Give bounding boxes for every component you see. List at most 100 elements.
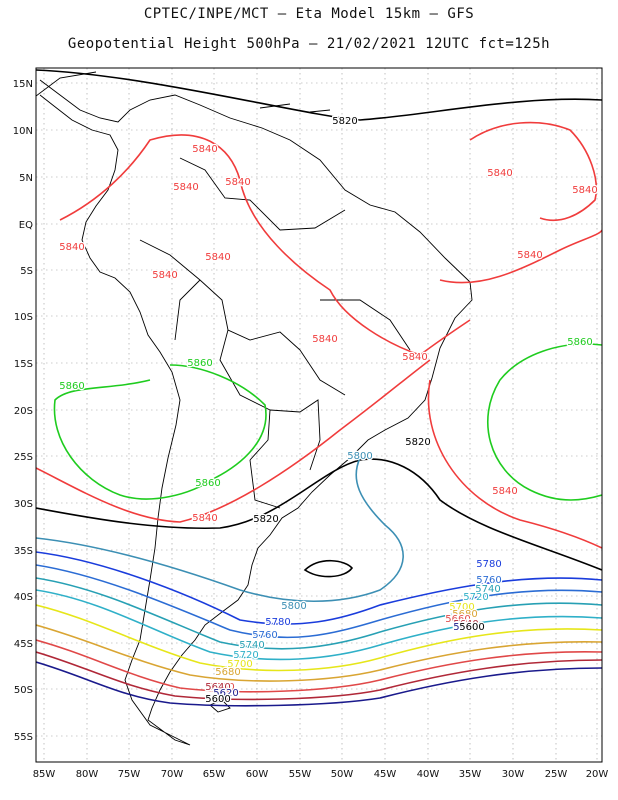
contour-label-5720: 5720 xyxy=(463,592,488,603)
contour-5840 xyxy=(36,359,431,523)
longitude-labels: 85W 80W 75W 70W 65W 60W 55W 50W 45W 40W 35W 30W 25W 2… xyxy=(33,769,609,780)
contour-label-5640: 5640 xyxy=(453,619,478,630)
contour-label-5660: 5660 xyxy=(445,614,470,625)
contour-label-5740: 5740 xyxy=(239,640,264,651)
lon-label: 45W xyxy=(374,769,397,780)
contour-5780 xyxy=(36,551,602,625)
contour-5800 xyxy=(36,457,404,602)
contour-label-5840: 5840 xyxy=(572,185,597,196)
lon-label: 20W xyxy=(586,769,609,780)
lat-label: 55S xyxy=(14,732,33,743)
contour-label-5760: 5760 xyxy=(252,630,277,641)
contour-5860 xyxy=(487,343,602,501)
lat-label: 20S xyxy=(14,406,33,417)
contour-5840 xyxy=(469,121,597,222)
contour-label-5840: 5840 xyxy=(225,177,250,188)
falkland-islands xyxy=(209,699,231,713)
contour-label-5840: 5840 xyxy=(173,182,198,193)
lon-label: 85W xyxy=(33,769,56,780)
map-title-line-1: CPTEC/INPE/MCT – Eta Model 15km – GFS xyxy=(143,6,475,22)
contour-label-5780: 5780 xyxy=(265,617,290,628)
contour-5840 xyxy=(427,379,602,549)
lat-label: 5S xyxy=(20,266,33,277)
contour-label-5840: 5840 xyxy=(487,168,512,179)
lon-label: 80W xyxy=(76,769,99,780)
map-title-line-2: Geopotential Height 500hPa – 21/02/2021 … xyxy=(67,36,551,52)
lat-label: 10N xyxy=(13,126,33,137)
contour-label-5840: 5840 xyxy=(205,252,230,263)
contour-label-5840: 5840 xyxy=(192,513,217,524)
contour-label-5600: 5600 xyxy=(205,694,230,705)
contour-label-5660: 5660 xyxy=(209,682,234,693)
lat-lon-grid xyxy=(36,68,602,762)
contour-label-5700: 5700 xyxy=(227,659,252,670)
lat-label: 35S xyxy=(14,546,33,557)
lon-label: 60W xyxy=(246,769,269,780)
lat-label: 5N xyxy=(19,173,33,184)
contour-5820 xyxy=(36,69,602,121)
contour-5680 xyxy=(36,624,602,682)
lat-label: 10S xyxy=(14,312,33,323)
contour-label-5840: 5840 xyxy=(192,144,217,155)
contour-label-5840: 5840 xyxy=(152,270,177,281)
contour-label-5860: 5860 xyxy=(59,381,84,392)
lon-label: 25W xyxy=(545,769,568,780)
lon-label: 70W xyxy=(161,769,184,780)
contour-label-5840: 5840 xyxy=(492,486,517,497)
contour-label-5800: 5800 xyxy=(281,601,306,612)
contour-5660 xyxy=(36,639,602,693)
lon-label: 30W xyxy=(502,769,525,780)
lat-label: 25S xyxy=(14,452,33,463)
contour-5720 xyxy=(36,589,602,661)
contour-label-5620: 5620 xyxy=(453,622,478,633)
contour-label-5700: 5700 xyxy=(449,602,474,613)
contour-label-5820: 5820 xyxy=(405,437,430,448)
lat-label: 15N xyxy=(13,79,33,90)
lat-label: EQ xyxy=(19,220,33,231)
contour-label-5860: 5860 xyxy=(567,337,592,348)
lon-label: 65W xyxy=(203,769,226,780)
lon-label: 35W xyxy=(459,769,482,780)
contour-labels: 5820 5840 5840 5840 5840 5840 5840 5840 5840 5840… xyxy=(58,115,599,707)
contour-label-5860: 5860 xyxy=(187,358,212,369)
contour-5700 xyxy=(36,604,602,672)
lat-label: 50S xyxy=(14,685,33,696)
contour-label-5820: 5820 xyxy=(253,514,278,525)
contour-label-5840: 5840 xyxy=(59,242,84,253)
latitude-labels: 15N 10N 5N EQ 5S 10S 15S 20S 25S 30S 35S 40S 45S 50S 5… xyxy=(13,79,33,743)
contour-label-5840: 5840 xyxy=(402,352,427,363)
map-frame xyxy=(35,67,603,763)
contour-label-5840: 5840 xyxy=(312,334,337,345)
contour-label-5740: 5740 xyxy=(475,584,500,595)
contour-label-5760: 5760 xyxy=(476,575,501,586)
contour-label-5780: 5780 xyxy=(476,559,501,570)
lat-label: 40S xyxy=(14,592,33,603)
lon-label: 40W xyxy=(417,769,440,780)
contour-5640 xyxy=(36,651,602,701)
contour-5840 xyxy=(439,229,602,284)
contour-label-5860: 5860 xyxy=(195,478,220,489)
lon-label: 75W xyxy=(118,769,141,780)
geopotential-contours xyxy=(36,69,602,707)
contour-label-5620: 5620 xyxy=(213,688,238,699)
contour-5740 xyxy=(36,577,602,650)
contour-label-5840: 5840 xyxy=(517,250,542,261)
contour-label-5640: 5640 xyxy=(205,682,230,693)
lon-label: 50W xyxy=(331,769,354,780)
lat-label: 45S xyxy=(14,639,33,650)
contour-label-5800: 5800 xyxy=(347,451,372,462)
contour-5840 xyxy=(59,134,471,356)
contour-label-5720: 5720 xyxy=(233,650,258,661)
lat-label: 15S xyxy=(14,359,33,370)
lon-label: 55W xyxy=(289,769,312,780)
contour-label-5680: 5680 xyxy=(452,609,477,620)
contour-label-5680: 5680 xyxy=(215,667,240,678)
lat-label: 30S xyxy=(14,499,33,510)
caribbean-islands xyxy=(36,71,331,113)
country-borders xyxy=(139,157,411,509)
contour-5820 xyxy=(303,559,354,578)
contour-label-5820: 5820 xyxy=(332,116,357,127)
contour-label-5600: 5600 xyxy=(459,622,484,633)
contour-5620 xyxy=(36,661,602,707)
